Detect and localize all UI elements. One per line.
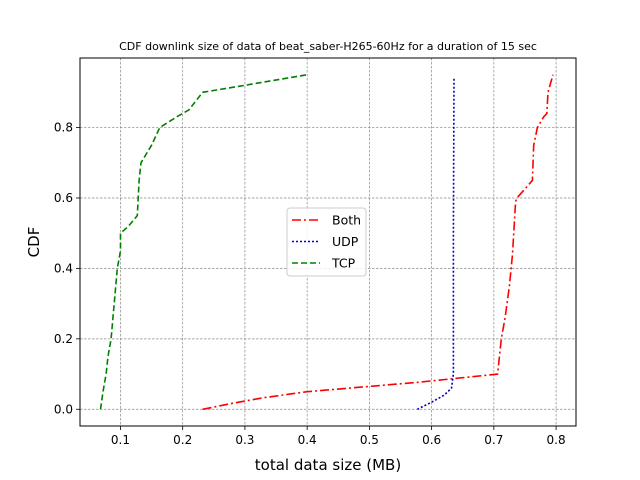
legend-label-udp: UDP (332, 234, 359, 249)
x-tick-label: 0.1 (111, 433, 130, 447)
x-tick-label: 0.2 (173, 433, 192, 447)
legend: Both UDP TCP (286, 207, 367, 277)
plot-frame (79, 57, 577, 427)
legend-box (286, 207, 367, 277)
y-tick-label: 0.8 (54, 121, 73, 135)
series-line-both (202, 74, 554, 411)
grid (80, 58, 576, 426)
series-layer (99, 73, 554, 411)
x-tick-label: 0.8 (547, 433, 566, 447)
x-axis: 0.1 0.2 0.3 0.4 0.5 0.6 0.7 0.8 (111, 426, 566, 447)
x-tick-label: 0.7 (484, 433, 503, 447)
y-axis-label: CDF (25, 227, 43, 258)
x-axis-label: total data size (MB) (255, 456, 401, 474)
y-tick-label: 0.0 (54, 402, 73, 416)
x-tick-label: 0.5 (360, 433, 379, 447)
series-line-udp (416, 78, 455, 411)
legend-label-both: Both (332, 213, 361, 228)
series-line-tcp (99, 73, 308, 410)
x-tick-label: 0.6 (422, 433, 441, 447)
x-tick-label: 0.4 (298, 433, 317, 447)
y-tick-label: 0.2 (54, 332, 73, 346)
y-axis: 0.0 0.2 0.4 0.6 0.8 (54, 121, 80, 416)
y-tick-label: 0.6 (54, 191, 73, 205)
x-tick-label: 0.3 (235, 433, 254, 447)
y-tick-label: 0.4 (54, 261, 73, 275)
legend-label-tcp: TCP (331, 256, 356, 271)
chart-title: CDF downlink size of data of beat_saber-… (119, 40, 537, 53)
